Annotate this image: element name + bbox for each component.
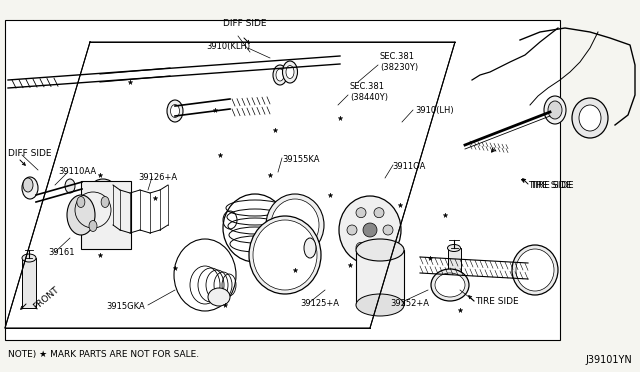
Text: 3911OA: 3911OA <box>392 162 426 171</box>
Ellipse shape <box>435 273 465 297</box>
Ellipse shape <box>276 69 284 81</box>
Circle shape <box>356 208 366 218</box>
Ellipse shape <box>572 98 608 138</box>
Ellipse shape <box>282 61 298 83</box>
Ellipse shape <box>516 249 554 291</box>
Circle shape <box>347 225 357 235</box>
Text: 39155KA: 39155KA <box>282 155 319 164</box>
Ellipse shape <box>286 65 294 78</box>
Text: FRONT: FRONT <box>31 285 61 311</box>
Text: SEC.381: SEC.381 <box>380 52 415 61</box>
Ellipse shape <box>356 239 404 261</box>
Text: 39110AA: 39110AA <box>58 167 96 176</box>
Ellipse shape <box>266 194 324 256</box>
Ellipse shape <box>304 238 316 258</box>
Circle shape <box>363 223 377 237</box>
Text: TIRE SIDE: TIRE SIDE <box>475 298 518 307</box>
Ellipse shape <box>447 244 461 251</box>
Ellipse shape <box>544 96 566 124</box>
Text: 39161: 39161 <box>48 248 74 257</box>
Ellipse shape <box>67 195 95 235</box>
Text: 39126+A: 39126+A <box>138 173 177 182</box>
Text: TIRE SIDE: TIRE SIDE <box>530 180 573 189</box>
Ellipse shape <box>273 65 287 85</box>
Bar <box>22 258 36 308</box>
Text: J39101YN: J39101YN <box>585 355 632 365</box>
Text: 39252+A: 39252+A <box>390 299 429 308</box>
Circle shape <box>374 242 384 252</box>
Bar <box>448 248 461 292</box>
Bar <box>5 20 560 340</box>
Text: SEC.381: SEC.381 <box>350 82 385 91</box>
Ellipse shape <box>170 105 179 118</box>
Text: DIFF SIDE: DIFF SIDE <box>8 150 51 158</box>
Ellipse shape <box>101 196 109 208</box>
Ellipse shape <box>271 199 319 251</box>
Ellipse shape <box>89 221 97 231</box>
Text: (38440Y): (38440Y) <box>350 93 388 102</box>
Circle shape <box>374 208 384 218</box>
Ellipse shape <box>356 294 404 316</box>
Text: (38230Y): (38230Y) <box>380 63 418 72</box>
Ellipse shape <box>253 220 317 290</box>
Text: 3910(LH): 3910(LH) <box>415 106 454 115</box>
Text: DIFF SIDE: DIFF SIDE <box>223 19 267 28</box>
Ellipse shape <box>77 196 85 208</box>
Ellipse shape <box>339 196 401 264</box>
Text: TIRE SIDE: TIRE SIDE <box>528 182 572 190</box>
Ellipse shape <box>22 254 36 262</box>
Bar <box>356 250 404 305</box>
Bar <box>81 181 131 249</box>
Circle shape <box>383 225 393 235</box>
Ellipse shape <box>249 216 321 294</box>
Ellipse shape <box>431 269 469 301</box>
Ellipse shape <box>83 179 123 235</box>
Ellipse shape <box>65 179 75 193</box>
Ellipse shape <box>512 245 558 295</box>
Text: NOTE) ★ MARK PARTS ARE NOT FOR SALE.: NOTE) ★ MARK PARTS ARE NOT FOR SALE. <box>8 350 199 359</box>
Ellipse shape <box>22 177 38 199</box>
Circle shape <box>356 242 366 252</box>
Text: 3910(KLH): 3910(KLH) <box>206 42 250 51</box>
Ellipse shape <box>579 105 601 131</box>
Ellipse shape <box>548 101 562 119</box>
Text: 3915GKA: 3915GKA <box>107 302 145 311</box>
Ellipse shape <box>208 288 230 306</box>
Ellipse shape <box>167 100 183 122</box>
Text: 39125+A: 39125+A <box>300 299 339 308</box>
Ellipse shape <box>23 178 33 192</box>
